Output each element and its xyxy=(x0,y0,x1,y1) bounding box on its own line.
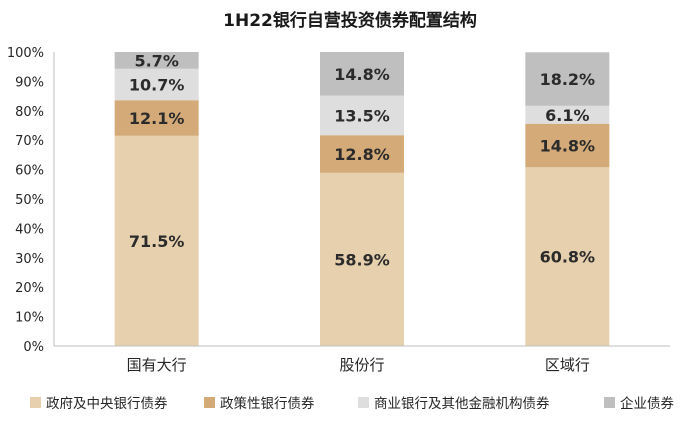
legend-label: 政策性银行债券 xyxy=(220,395,315,412)
y-tick-label: 100% xyxy=(7,46,44,61)
y-axis: 0% 10% 20% 30% 40% 50% 60% 70% 80% 90% 100% xyxy=(7,46,55,355)
x-tick-label: 区域行 xyxy=(545,356,590,374)
data-label: 13.5% xyxy=(334,106,390,125)
data-label: 10.7% xyxy=(129,75,185,94)
legend-swatch xyxy=(30,397,41,408)
legend-swatch xyxy=(604,397,615,408)
y-tick-label: 40% xyxy=(15,222,44,237)
y-tick-label: 50% xyxy=(15,193,44,208)
data-label: 18.2% xyxy=(540,70,596,89)
bar-segment xyxy=(320,135,404,173)
bar-segment xyxy=(114,100,199,136)
x-axis: 国有大行 股份行 区域行 xyxy=(54,345,670,374)
y-tick-label: 20% xyxy=(15,281,44,296)
y-tick-label: 30% xyxy=(15,252,44,267)
bar-segment xyxy=(525,167,610,346)
data-label: 14.8% xyxy=(334,65,390,84)
data-label: 14.8% xyxy=(540,136,596,155)
legend-item: 商业银行及其他金融机构债券 xyxy=(358,396,550,412)
bar-segment xyxy=(114,68,199,101)
legend-item: 企业债券 xyxy=(604,395,674,412)
legend-swatch xyxy=(204,397,215,408)
data-label: 58.9% xyxy=(334,250,390,269)
data-label: 12.8% xyxy=(334,145,390,164)
chart-title: 1H22银行自营投资债券配置结构 xyxy=(223,10,477,31)
bar-segment xyxy=(525,105,610,124)
y-tick-label: 80% xyxy=(15,105,44,120)
legend-label: 商业银行及其他金融机构债券 xyxy=(374,396,550,412)
legend: 政府及中央银行债券 政策性银行债券 商业银行及其他金融机构债券 企业债券 xyxy=(30,395,674,412)
bars-layer: 71.5% 12.1% 10.7% 5.7% 58.9% 12.8% 13.5% 14.8% 6… xyxy=(114,51,610,346)
legend-item: 政策性银行债券 xyxy=(204,395,315,412)
data-label: 6.1% xyxy=(545,106,589,125)
y-tick-label: 60% xyxy=(15,164,44,179)
bar-segment xyxy=(320,52,404,96)
data-label: 12.1% xyxy=(129,109,185,128)
y-tick-label: 90% xyxy=(15,75,44,90)
data-label: 60.8% xyxy=(540,248,596,267)
legend-label: 企业债券 xyxy=(620,395,674,412)
legend-item: 政府及中央银行债券 xyxy=(30,396,168,412)
bar-segment xyxy=(320,95,404,136)
bar-segment xyxy=(114,135,199,346)
bar-segment xyxy=(320,172,404,346)
bar-segment xyxy=(114,52,199,69)
x-tick-label: 股份行 xyxy=(339,356,384,374)
y-tick-label: 0% xyxy=(23,340,44,355)
data-label: 71.5% xyxy=(129,232,185,251)
legend-swatch xyxy=(358,397,369,408)
y-tick-label: 70% xyxy=(15,134,44,149)
y-tick-label: 10% xyxy=(15,311,44,326)
bar-segment xyxy=(525,123,610,168)
bar-segment xyxy=(525,52,610,106)
data-label: 5.7% xyxy=(134,51,178,70)
x-tick-label: 国有大行 xyxy=(127,356,187,374)
legend-label: 政府及中央银行债券 xyxy=(46,396,168,412)
